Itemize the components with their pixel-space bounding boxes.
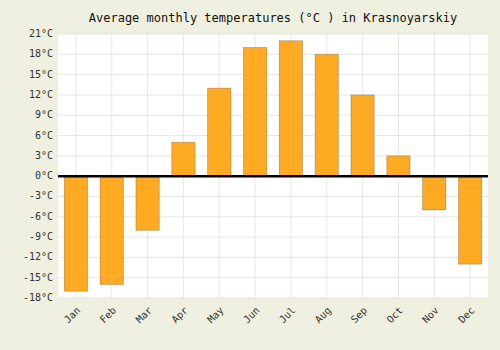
x-tick-label: Dec (456, 305, 477, 326)
y-grid-line (58, 298, 488, 299)
y-tick-label: 15°C (29, 69, 53, 80)
y-tick-label: 9°C (35, 109, 53, 120)
x-tick-label: Nov (420, 305, 441, 326)
y-tick-label: 6°C (35, 130, 53, 141)
y-tick-label: 0°C (35, 170, 53, 181)
y-tick-label: 21°C (29, 28, 53, 39)
x-tick-label: Aug (313, 305, 334, 326)
x-tick-label: Jul (277, 305, 298, 326)
x-tick-label: Oct (384, 305, 405, 326)
plot-background (58, 34, 488, 298)
y-tick-label: -18°C (23, 292, 53, 303)
bar (423, 176, 446, 210)
bar (458, 176, 481, 264)
bar (64, 176, 87, 291)
y-tick-label: -6°C (29, 211, 53, 222)
y-tick-label: 12°C (29, 89, 53, 100)
x-tick-label: May (205, 305, 226, 326)
y-grid-line (58, 155, 488, 156)
bar (172, 142, 195, 176)
x-tick-label: Jan (62, 305, 83, 326)
bar (136, 176, 159, 230)
x-grid-line (147, 34, 148, 298)
zero-line (58, 175, 488, 178)
title: Average monthly temperatures (°C ) in Kr… (89, 11, 457, 25)
bar (279, 41, 302, 176)
y-grid-line (58, 176, 488, 177)
y-tick-label: 18°C (29, 48, 53, 59)
y-grid-line (58, 135, 488, 136)
x-tick-label: Feb (98, 305, 119, 326)
x-grid-line (434, 34, 435, 298)
grid (58, 34, 488, 298)
y-tick-label: -3°C (29, 190, 53, 201)
y-grid-line (58, 74, 488, 75)
bar (208, 88, 231, 176)
y-tick-label: -12°C (23, 251, 53, 262)
chart: -18°C -15°C -12°C -9°C -6°C -3°C 0°C 3°C 6°C 9°C 1… (0, 0, 500, 350)
x-tick-label: Mar (134, 305, 155, 326)
background (0, 0, 500, 350)
y-grid-line (58, 34, 488, 35)
bars (64, 41, 481, 291)
bar (243, 48, 266, 177)
bar (100, 176, 123, 284)
x-tick-label: Jun (241, 305, 262, 326)
y-tick-label: -9°C (29, 231, 53, 242)
y-tick-label: 3°C (35, 150, 53, 161)
y-tick-label: -15°C (23, 272, 53, 283)
y-grid-line (58, 54, 488, 55)
y-grid-line (58, 94, 488, 95)
y-grid-line (58, 115, 488, 116)
bar (387, 156, 410, 176)
bar (351, 95, 374, 176)
x-tick-label: Sep (349, 305, 370, 326)
x-tick-label: Apr (169, 305, 190, 326)
bar (315, 54, 338, 176)
